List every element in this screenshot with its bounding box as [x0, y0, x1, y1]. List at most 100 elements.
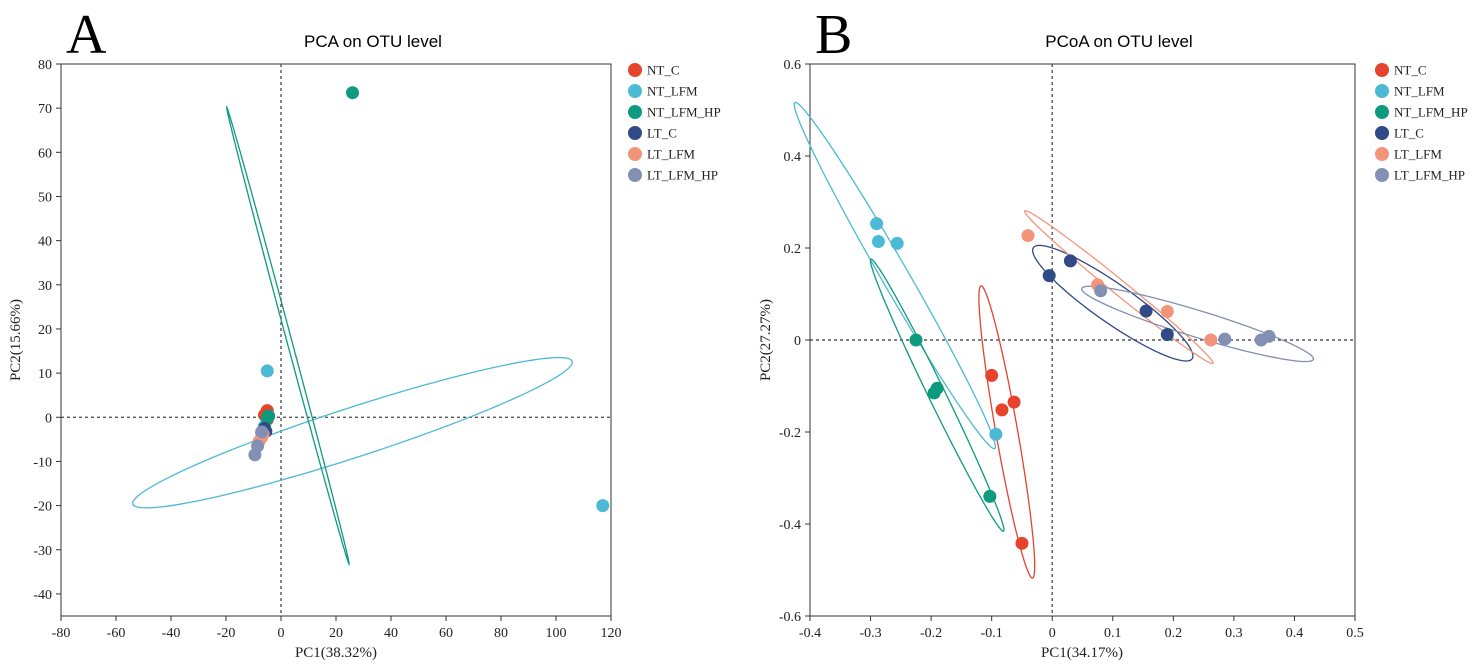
x-axis-label-b: PC1(34.17%): [1041, 645, 1123, 661]
legend-marker-lt-lfm: [628, 147, 642, 161]
y-tick-label-b: -0.2: [779, 426, 801, 441]
ellipse-nt-lfm: [793, 101, 997, 450]
point-nt-c: [995, 403, 1009, 417]
x-tick-label-b: 0: [1049, 626, 1056, 641]
x-tick-label-a: 100: [546, 626, 567, 641]
legend-label-nt-c: NT_C: [1394, 63, 1427, 78]
y-tick-label-a: 40: [38, 235, 52, 250]
x-tick-label-a: 80: [494, 626, 508, 641]
ellipse-lt-c: [1031, 244, 1194, 362]
point-nt-c: [985, 368, 999, 382]
x-tick-label-a: -60: [107, 626, 126, 641]
point-lt-lfm-hp: [1218, 332, 1232, 346]
legend-marker-nt-c: [628, 63, 642, 77]
point-lt-lfm-hp: [248, 448, 262, 462]
y-tick-label-a: -40: [33, 588, 52, 603]
point-nt-lfm-hp: [983, 489, 997, 503]
y-tick-label-a: 0: [45, 411, 52, 426]
point-lt-c: [1042, 269, 1056, 283]
x-tick-label-b: -0.3: [859, 626, 881, 641]
point-nt-lfm: [596, 499, 610, 513]
y-tick-label-a: 50: [38, 190, 52, 205]
panel-letter-a: A: [66, 4, 107, 66]
point-lt-lfm: [1021, 229, 1035, 243]
point-nt-lfm: [260, 364, 274, 378]
legend-label-lt-lfm: LT_LFM: [1394, 147, 1442, 162]
chart-title-b: PCoA on OTU level: [1045, 32, 1192, 51]
ellipse-nt-lfm-hp: [869, 258, 1005, 532]
point-lt-lfm: [1204, 333, 1218, 347]
legend-label-nt-lfm: NT_LFM: [1394, 84, 1445, 99]
point-nt-lfm: [890, 236, 904, 250]
legend-marker-lt-lfm-hp: [1375, 168, 1389, 182]
x-tick-label-b: -0.1: [981, 626, 1003, 641]
plot-layer-b: -0.4 -0.3 -0.2 -0.1 0 0.1 0.2 0.3 0.4 0.5-0.6-0.4…: [779, 58, 1364, 641]
x-tick-label-a: -40: [162, 626, 181, 641]
point-nt-lfm: [989, 427, 1003, 441]
y-tick-label-a: -10: [33, 455, 52, 470]
legend-label-lt-c: LT_C: [1394, 126, 1424, 141]
legend-label-nt-lfm-hp: NT_LFM_HP: [647, 105, 721, 120]
x-tick-label-a: 60: [439, 626, 453, 641]
x-tick-label-a: 0: [278, 626, 285, 641]
x-tick-label-a: -80: [52, 626, 71, 641]
x-tick-label-b: -0.4: [799, 626, 821, 641]
plot-layer-a: -80 -60 -40 -20 0 20 40 60 80 100 120 -40 -30 -20 -10 0…: [33, 58, 621, 641]
legend-marker-lt-lfm: [1375, 147, 1389, 161]
y-tick-label-b: 0.4: [784, 150, 802, 165]
y-tick-label-a: 80: [38, 58, 52, 73]
x-tick-label-a: 40: [384, 626, 398, 641]
legend-marker-nt-lfm: [628, 84, 642, 98]
point-lt-lfm-hp: [1094, 284, 1108, 298]
point-nt-lfm: [870, 217, 884, 231]
point-nt-c: [1007, 395, 1021, 409]
legend-marker-nt-c: [1375, 63, 1389, 77]
y-tick-label-b: 0.2: [784, 242, 802, 257]
legend-marker-lt-c: [628, 126, 642, 140]
legend-label-lt-lfm: LT_LFM: [647, 147, 695, 162]
y-tick-label-a: 10: [38, 367, 52, 382]
legend-a: NT_C NT_LFM NT_LFM_HP LT_C LT_LFM LT_LFM_HP: [628, 63, 721, 183]
x-tick-label-b: -0.2: [920, 626, 942, 641]
y-tick-label-b: 0: [794, 334, 801, 349]
point-nt-lfm-hp: [927, 386, 941, 400]
y-tick-label-a: 20: [38, 323, 52, 338]
legend-label-lt-lfm-hp: LT_LFM_HP: [1394, 168, 1465, 183]
y-axis-label-b: PC2(27.27%): [758, 299, 774, 381]
panel-a: A PCA on OTU level PC1(38.32%) PC2(15.66…: [8, 4, 721, 661]
ellipse-nt-lfm: [132, 356, 573, 509]
point-nt-lfm-hp: [262, 409, 276, 423]
y-tick-label-b: -0.6: [779, 610, 801, 625]
ellipse-nt-lfm-hp: [225, 105, 350, 566]
point-nt-lfm-hp: [346, 86, 359, 100]
point-nt-lfm: [871, 235, 885, 249]
ellipse-lt-lfm-hp: [1081, 285, 1315, 363]
legend-b: NT_C NT_LFM NT_LFM_HP LT_C LT_LFM LT_LFM_HP: [1375, 63, 1468, 183]
point-lt-lfm: [1160, 304, 1174, 318]
y-tick-label-a: 30: [38, 279, 52, 294]
legend-marker-nt-lfm-hp: [628, 105, 642, 119]
legend-marker-lt-c: [1375, 126, 1389, 140]
legend-label-lt-lfm-hp: LT_LFM_HP: [647, 168, 718, 183]
chart-title-a: PCA on OTU level: [304, 32, 442, 51]
legend-marker-nt-lfm-hp: [1375, 105, 1389, 119]
point-lt-c: [1139, 304, 1153, 318]
point-lt-c: [1063, 254, 1077, 268]
y-tick-label-a: 60: [38, 146, 52, 161]
panel-letter-b: B: [815, 4, 852, 66]
point-lt-lfm-hp: [255, 425, 269, 439]
legend-marker-nt-lfm: [1375, 84, 1389, 98]
y-axis-label-a: PC2(15.66%): [8, 299, 24, 381]
y-tick-label-b: 0.6: [784, 58, 802, 73]
point-nt-c: [1015, 536, 1029, 550]
panel-b: B PCoA on OTU level PC1(34.17%) PC2(27.2…: [758, 4, 1468, 661]
y-tick-label-a: -20: [33, 500, 52, 515]
y-tick-label-a: -30: [33, 544, 52, 559]
y-tick-label-a: 70: [38, 102, 52, 117]
point-lt-lfm-hp: [1262, 329, 1276, 343]
point-nt-lfm-hp: [909, 333, 923, 347]
legend-label-lt-c: LT_C: [647, 126, 677, 141]
x-tick-label-b: 0.5: [1346, 626, 1364, 641]
legend-label-nt-lfm-hp: NT_LFM_HP: [1394, 105, 1468, 120]
